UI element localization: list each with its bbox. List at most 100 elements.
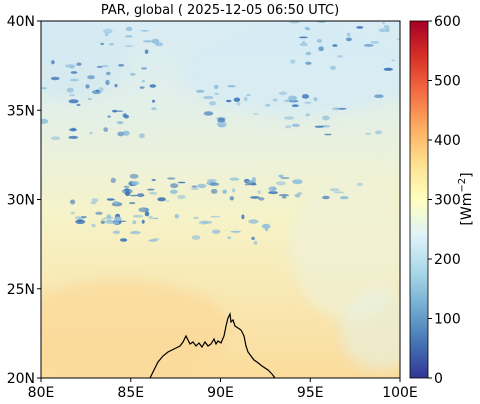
cloud-patch	[258, 197, 265, 201]
cloud-patch	[229, 177, 240, 181]
cloud-patch	[50, 136, 61, 141]
cloud-patch	[157, 197, 166, 202]
cloud-patch	[76, 62, 82, 66]
cloud-patch	[129, 72, 136, 76]
cloud-patch	[378, 28, 390, 33]
cloud-patch	[96, 65, 103, 68]
cloud-patch	[207, 179, 217, 182]
cloud-patch	[10, 132, 15, 137]
colorbar: 600 500 400 300 200 100 0 [Wm−2]	[409, 14, 475, 387]
cloud-patch	[129, 173, 139, 179]
x-tick-label: 90E	[207, 385, 234, 401]
cloud-patch	[105, 79, 110, 86]
cloud-patch	[272, 98, 278, 102]
cloud-patch	[283, 116, 295, 120]
cloud-patch	[294, 193, 301, 198]
cloud-patch	[268, 186, 277, 192]
cloud-patch	[391, 59, 396, 62]
cloud-patch	[106, 71, 111, 76]
cloud-patch	[122, 130, 130, 136]
cloud-patch	[197, 183, 207, 189]
cloud-patch	[141, 219, 145, 224]
cloud-patch	[30, 89, 38, 93]
cloud-patch	[107, 115, 111, 118]
cloud-patch	[336, 55, 343, 58]
cloud-patch	[252, 176, 256, 182]
cloud-patch	[101, 64, 109, 68]
cloud-patch	[313, 97, 318, 102]
cloud-patch	[0, 87, 5, 90]
colorbar-tick-label: 0	[434, 371, 443, 387]
cloud-patch	[68, 135, 79, 139]
cloud-patch	[151, 38, 160, 44]
cloud-patch	[125, 35, 133, 38]
map-title: PAR, global ( 2025-12-05 06:50 UTC)	[101, 3, 339, 18]
cloud-patch	[104, 216, 114, 219]
cloud-patch	[278, 174, 284, 178]
cloud-patch	[35, 117, 40, 122]
cloud-patch	[356, 182, 363, 186]
cloud-patch	[375, 130, 382, 135]
cloud-patch	[241, 214, 245, 220]
cloud-patch	[151, 107, 157, 111]
cloud-patch	[265, 226, 269, 232]
cloud-patch	[278, 91, 287, 96]
cloud-features	[0, 21, 400, 245]
cloud-patch	[91, 198, 99, 203]
y-axis: 40N 35N 30N 25N 20N	[7, 14, 41, 387]
cloud-patch	[91, 223, 96, 228]
cloud-patch	[253, 240, 258, 245]
cloud-patch	[116, 121, 124, 125]
cloud-patch	[22, 58, 32, 63]
cloud-patch	[250, 196, 260, 199]
cloud-patch	[69, 78, 79, 82]
cloud-patch	[383, 67, 393, 71]
cloud-patch	[103, 127, 109, 132]
cloud-patch	[152, 217, 159, 220]
colorbar-tick-label: 500	[434, 74, 461, 90]
cloud-patch	[227, 236, 232, 240]
cloud-patch	[225, 99, 232, 103]
cloud-patch	[95, 211, 103, 215]
cloud-patch	[356, 26, 364, 29]
cloud-patch	[15, 89, 25, 93]
cloud-patch	[16, 85, 20, 88]
cloud-patch	[144, 211, 150, 217]
cloud-patch	[71, 127, 76, 131]
cloud-patch	[246, 180, 256, 183]
cloud-patch	[322, 115, 330, 121]
cloud-patch	[151, 178, 156, 182]
cloud-patch	[289, 21, 300, 24]
cloud-patch	[69, 93, 75, 97]
cloud-patch	[103, 28, 113, 34]
cloud-patch	[211, 229, 221, 234]
cloud-patch	[90, 201, 97, 205]
cloud-patch	[332, 107, 341, 111]
cloud-patch	[15, 130, 23, 133]
cloud-patch	[68, 99, 79, 104]
x-tick-label: 100E	[382, 385, 418, 401]
cloud-patch	[244, 96, 248, 102]
cloud-patch	[142, 40, 154, 43]
cloud-patch	[193, 216, 199, 219]
cloud-patch	[89, 131, 93, 135]
cloud-patch	[275, 181, 286, 186]
cloud-patch	[190, 187, 199, 190]
cloud-patch	[113, 200, 119, 204]
cloud-patch	[128, 202, 136, 205]
colorbar-tick-label: 200	[434, 252, 461, 268]
colorbar-tick-label: 600	[434, 14, 461, 30]
cloud-patch	[165, 200, 170, 202]
cloud-patch	[370, 41, 380, 44]
cloud-patch	[75, 219, 86, 225]
cloud-patch	[6, 79, 13, 83]
cloud-patch	[136, 193, 145, 198]
cloud-patch	[339, 196, 349, 200]
cloud-patch	[304, 101, 312, 104]
cloud-patch	[299, 42, 308, 47]
cloud-patch	[41, 118, 49, 124]
cloud-patch	[248, 219, 259, 224]
colorbar-tick-label: 100	[434, 312, 461, 328]
cloud-patch	[13, 87, 17, 89]
cloud-patch	[291, 123, 300, 128]
